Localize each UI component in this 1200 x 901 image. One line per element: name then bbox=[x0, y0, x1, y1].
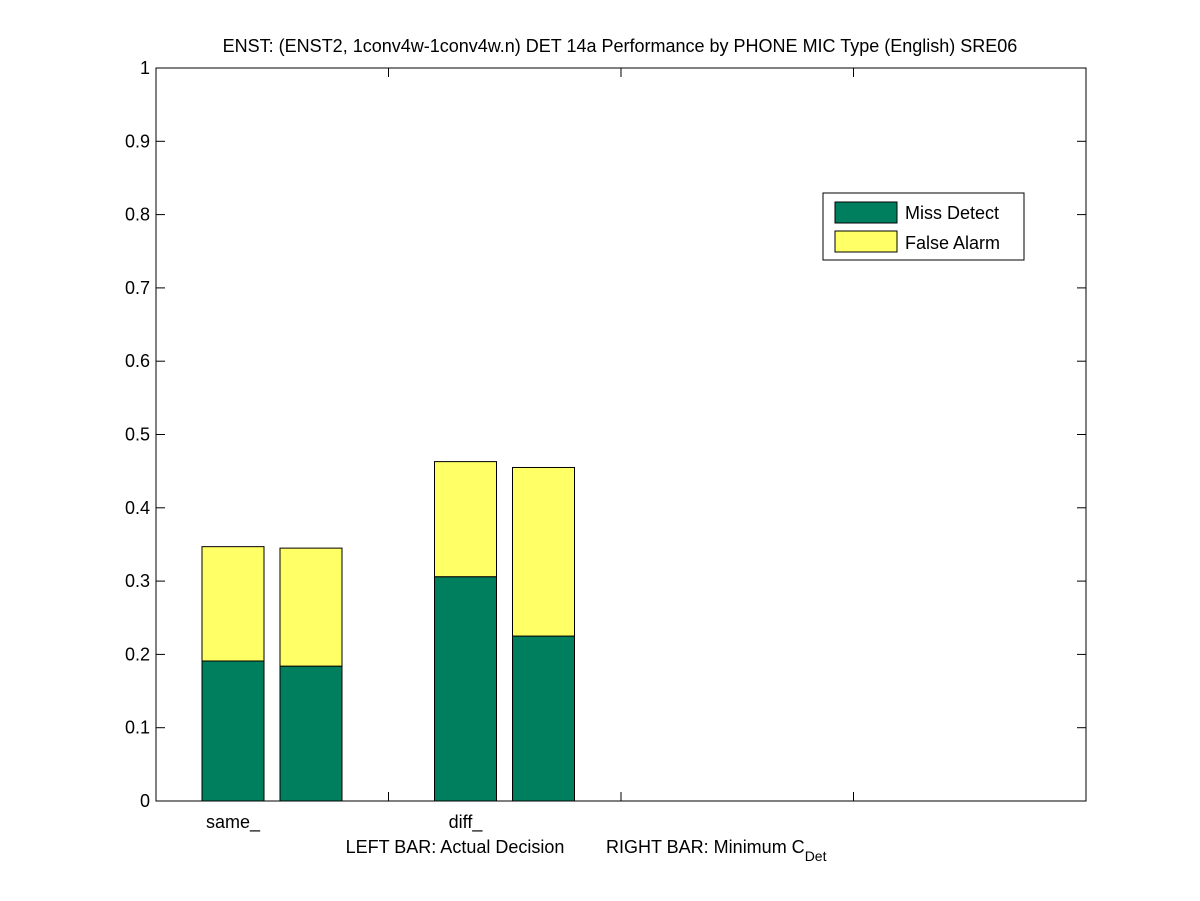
legend-swatch-miss-detect bbox=[834, 201, 898, 224]
y-tick-label: 0.8 bbox=[125, 205, 150, 225]
legend-swatch-false-alarm bbox=[834, 230, 898, 253]
x-axis-label-left: LEFT BAR: Actual Decision bbox=[346, 837, 565, 857]
x-category-label: same_ bbox=[206, 812, 261, 833]
chart-title: ENST: (ENST2, 1conv4w-1conv4w.n) DET 14a… bbox=[223, 36, 1018, 56]
bar-false-alarm bbox=[201, 546, 265, 662]
x-axis-label-right-subscript: Det bbox=[805, 848, 827, 864]
y-axis: 0 0.1 0.2 0.3 0.4 0.5 0.6 0.7 0.8 0.9 1 bbox=[125, 58, 1086, 811]
y-tick-label: 0.9 bbox=[125, 131, 150, 151]
bar-false-alarm bbox=[279, 547, 343, 667]
y-tick-label: 0 bbox=[140, 791, 150, 811]
y-tick-label: 1 bbox=[140, 58, 150, 78]
bar-miss-detect bbox=[512, 635, 575, 802]
legend-label-miss-detect: Miss Detect bbox=[905, 203, 999, 223]
bar-false-alarm bbox=[512, 466, 575, 637]
y-tick-label: 0.3 bbox=[125, 571, 150, 591]
y-tick-label: 0.1 bbox=[125, 718, 150, 738]
x-category-label: diff_ bbox=[449, 812, 484, 833]
y-tick-label: 0.5 bbox=[125, 425, 150, 445]
bars bbox=[201, 461, 575, 802]
bar-false-alarm bbox=[434, 461, 497, 578]
y-tick-label: 0.4 bbox=[125, 498, 150, 518]
legend: Miss Detect False Alarm bbox=[822, 192, 1025, 261]
y-tick-label: 0.6 bbox=[125, 351, 150, 371]
bar-miss-detect bbox=[279, 665, 343, 802]
bar-miss-detect bbox=[201, 660, 265, 802]
bar-miss-detect bbox=[434, 576, 497, 802]
x-axis-label-right-main: RIGHT BAR: Minimum C bbox=[606, 837, 805, 857]
x-axis: same_ diff_ bbox=[206, 68, 854, 833]
legend-label-false-alarm: False Alarm bbox=[905, 233, 1000, 253]
x-axis-label-right: RIGHT BAR: Minimum CDet bbox=[606, 837, 827, 864]
y-tick-label: 0.7 bbox=[125, 278, 150, 298]
y-tick-label: 0.2 bbox=[125, 644, 150, 664]
